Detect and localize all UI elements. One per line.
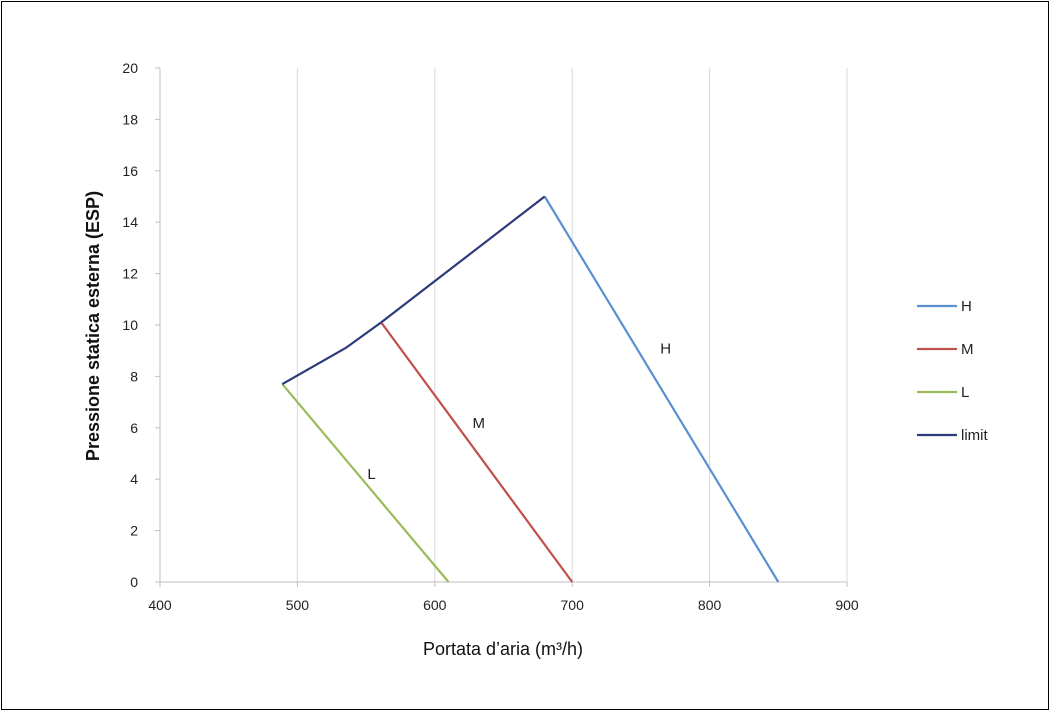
x-tick-label: 800 bbox=[698, 597, 722, 613]
x-tick-label: 400 bbox=[148, 597, 172, 613]
x-tick-label: 500 bbox=[286, 597, 310, 613]
legend-label-limit: limit bbox=[961, 427, 988, 444]
legend-label-L: L bbox=[961, 384, 969, 401]
series-line-limit bbox=[281, 195, 546, 386]
grid-lines bbox=[296, 68, 848, 582]
series-line-M bbox=[380, 321, 574, 583]
line-label-M: M bbox=[473, 415, 486, 432]
series-lines bbox=[281, 195, 780, 583]
x-axis-title: Portata d’aria (m³/h) bbox=[423, 639, 583, 659]
y-tick-label: 18 bbox=[122, 111, 138, 127]
y-tick-label: 14 bbox=[122, 214, 138, 230]
x-tick-label: 700 bbox=[561, 597, 585, 613]
series-line-L bbox=[281, 383, 450, 583]
x-tick-label: 900 bbox=[835, 597, 859, 613]
y-axis-title: Pressione statica esterna (ESP) bbox=[83, 191, 103, 461]
y-tick-label: 6 bbox=[130, 420, 138, 436]
line-label-L: L bbox=[367, 466, 375, 483]
legend-label-M: M bbox=[961, 341, 974, 358]
line-labels: H M L bbox=[367, 340, 671, 483]
tick-labels: 0 2 4 6 8 10 12 14 16 18 20 400 500 600 700 800 900 bbox=[122, 60, 858, 613]
axes bbox=[155, 67, 848, 587]
y-tick-label: 0 bbox=[130, 574, 138, 590]
y-tick-label: 16 bbox=[122, 163, 138, 179]
x-tick-label: 600 bbox=[423, 597, 447, 613]
y-tick-label: 12 bbox=[122, 266, 138, 282]
line-label-H: H bbox=[660, 340, 671, 357]
y-tick-label: 4 bbox=[130, 471, 138, 487]
legend-label-H: H bbox=[961, 298, 972, 315]
series-line-H bbox=[543, 195, 780, 583]
y-tick-label: 10 bbox=[122, 317, 138, 333]
y-tick-label: 20 bbox=[122, 60, 138, 76]
y-tick-label: 8 bbox=[130, 368, 138, 384]
y-tick-label: 2 bbox=[130, 523, 138, 539]
